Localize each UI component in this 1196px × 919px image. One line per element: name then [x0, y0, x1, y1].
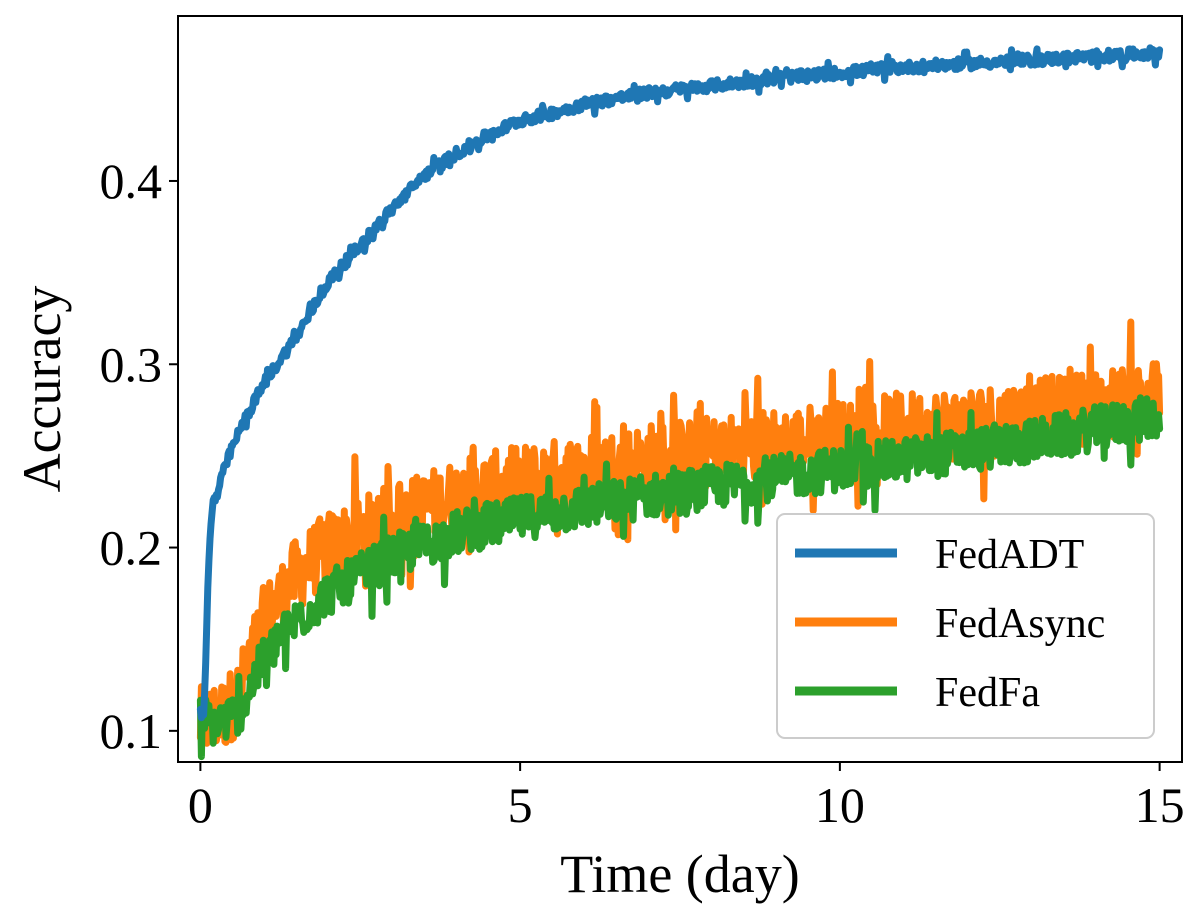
y-axis-label: Accuracy	[12, 286, 72, 493]
x-tick-label: 10	[815, 777, 865, 833]
x-tick-label: 15	[1135, 777, 1185, 833]
y-tick-label: 0.4	[100, 153, 163, 209]
legend-frame	[776, 513, 1155, 739]
x-tick-label: 5	[508, 777, 533, 833]
axes-layer: 0 5 10 15 0.1 0.2 0.3 0.4	[100, 15, 1185, 833]
legend-label-fedasync: FedAsync	[935, 601, 1105, 647]
legend: FedADT FedAsync FedFa	[776, 513, 1155, 739]
series-line-fedfa	[196, 394, 1164, 761]
y-tick-label: 0.1	[100, 703, 163, 759]
y-tick-label: 0.2	[100, 520, 163, 576]
series-line-fedadt	[196, 44, 1164, 722]
y-tick-label: 0.3	[100, 336, 163, 392]
plot-frame	[177, 15, 1183, 763]
series-layer	[196, 44, 1164, 761]
x-axis-label: Time (day)	[560, 844, 800, 904]
legend-label-fedadt: FedADT	[935, 532, 1084, 578]
legend-label-fedfa: FedFa	[935, 670, 1040, 716]
series-line-fedasync	[196, 318, 1164, 747]
x-tick-label: 0	[188, 777, 213, 833]
